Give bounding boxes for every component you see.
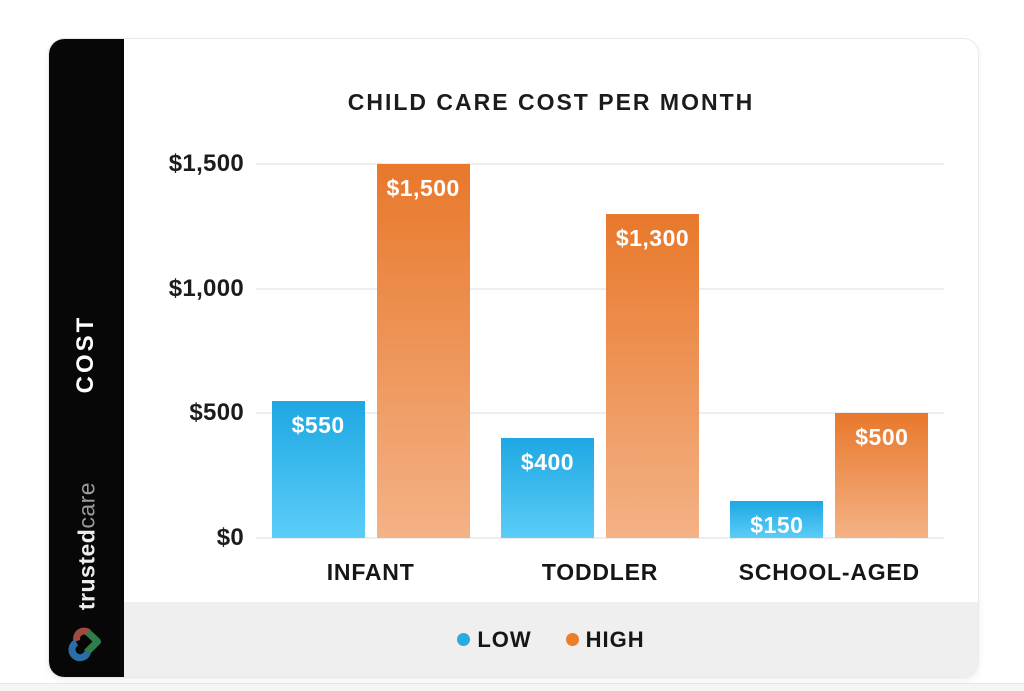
bar-value-label: $500 <box>855 424 909 451</box>
x-axis-category-label-infant: INFANT <box>326 558 415 585</box>
brand-wordmark-bold: trusted <box>73 528 100 611</box>
bar-high-school-aged: $500 <box>835 413 929 538</box>
gridline-500 <box>256 412 944 415</box>
bar-high-toddler: $1,300 <box>606 213 699 538</box>
bar-value-label: $400 <box>520 449 575 476</box>
legend-label-low: LOW <box>477 626 532 652</box>
bar-low-school-aged: $150 <box>730 500 824 538</box>
chart-title: CHILD CARE COST PER MONTH <box>347 89 755 115</box>
sidebar: COST trustedcare <box>49 39 124 677</box>
x-axis-category-label-school-aged: SCHOOL-AGED <box>738 558 920 585</box>
page-bottom-divider <box>0 683 1024 691</box>
legend-item-high: HIGH <box>565 626 645 653</box>
brand-wordmark: trustedcare <box>74 482 101 610</box>
y-axis-tick-label-500: $500 <box>189 399 244 427</box>
bar-high-infant: $1,500 <box>376 164 470 538</box>
bar-value-label: $1,300 <box>615 224 690 251</box>
brand-wordmark-light: care <box>73 481 100 529</box>
x-axis-category-label-toddler: TODDLER <box>541 558 659 585</box>
bar-low-toddler: $400 <box>501 438 594 538</box>
bar-low-infant: $550 <box>271 400 365 538</box>
plot-area: $550 $1,500 $400 $1,300 $150 $500 <box>256 163 944 539</box>
bar-value-label: $550 <box>291 411 345 438</box>
legend-dot-low <box>457 633 471 646</box>
infographic-card: COST trustedcare CHILD CARE COST PER MON… <box>48 38 979 678</box>
y-axis-tick-label-1500: $1,500 <box>168 150 244 177</box>
y-axis-title: COST <box>72 314 99 394</box>
legend: LOW HIGH <box>124 602 978 677</box>
gridline-0 <box>256 537 944 539</box>
chart-region: CHILD CARE COST PER MONTH $550 $1,500 $400… <box>124 39 978 602</box>
y-axis-tick-label-1000: $1,000 <box>168 274 244 302</box>
bar-value-label: $150 <box>750 511 804 538</box>
gridline-1000 <box>256 287 944 290</box>
legend-dot-high <box>565 633 579 646</box>
y-axis-tick-label-0: $0 <box>216 524 244 551</box>
gridline-1500 <box>256 163 944 165</box>
brand-heart-icon <box>68 627 101 662</box>
legend-item-low: LOW <box>457 627 531 653</box>
bar-value-label: $1,500 <box>386 175 460 201</box>
legend-label-high: HIGH <box>585 626 645 652</box>
